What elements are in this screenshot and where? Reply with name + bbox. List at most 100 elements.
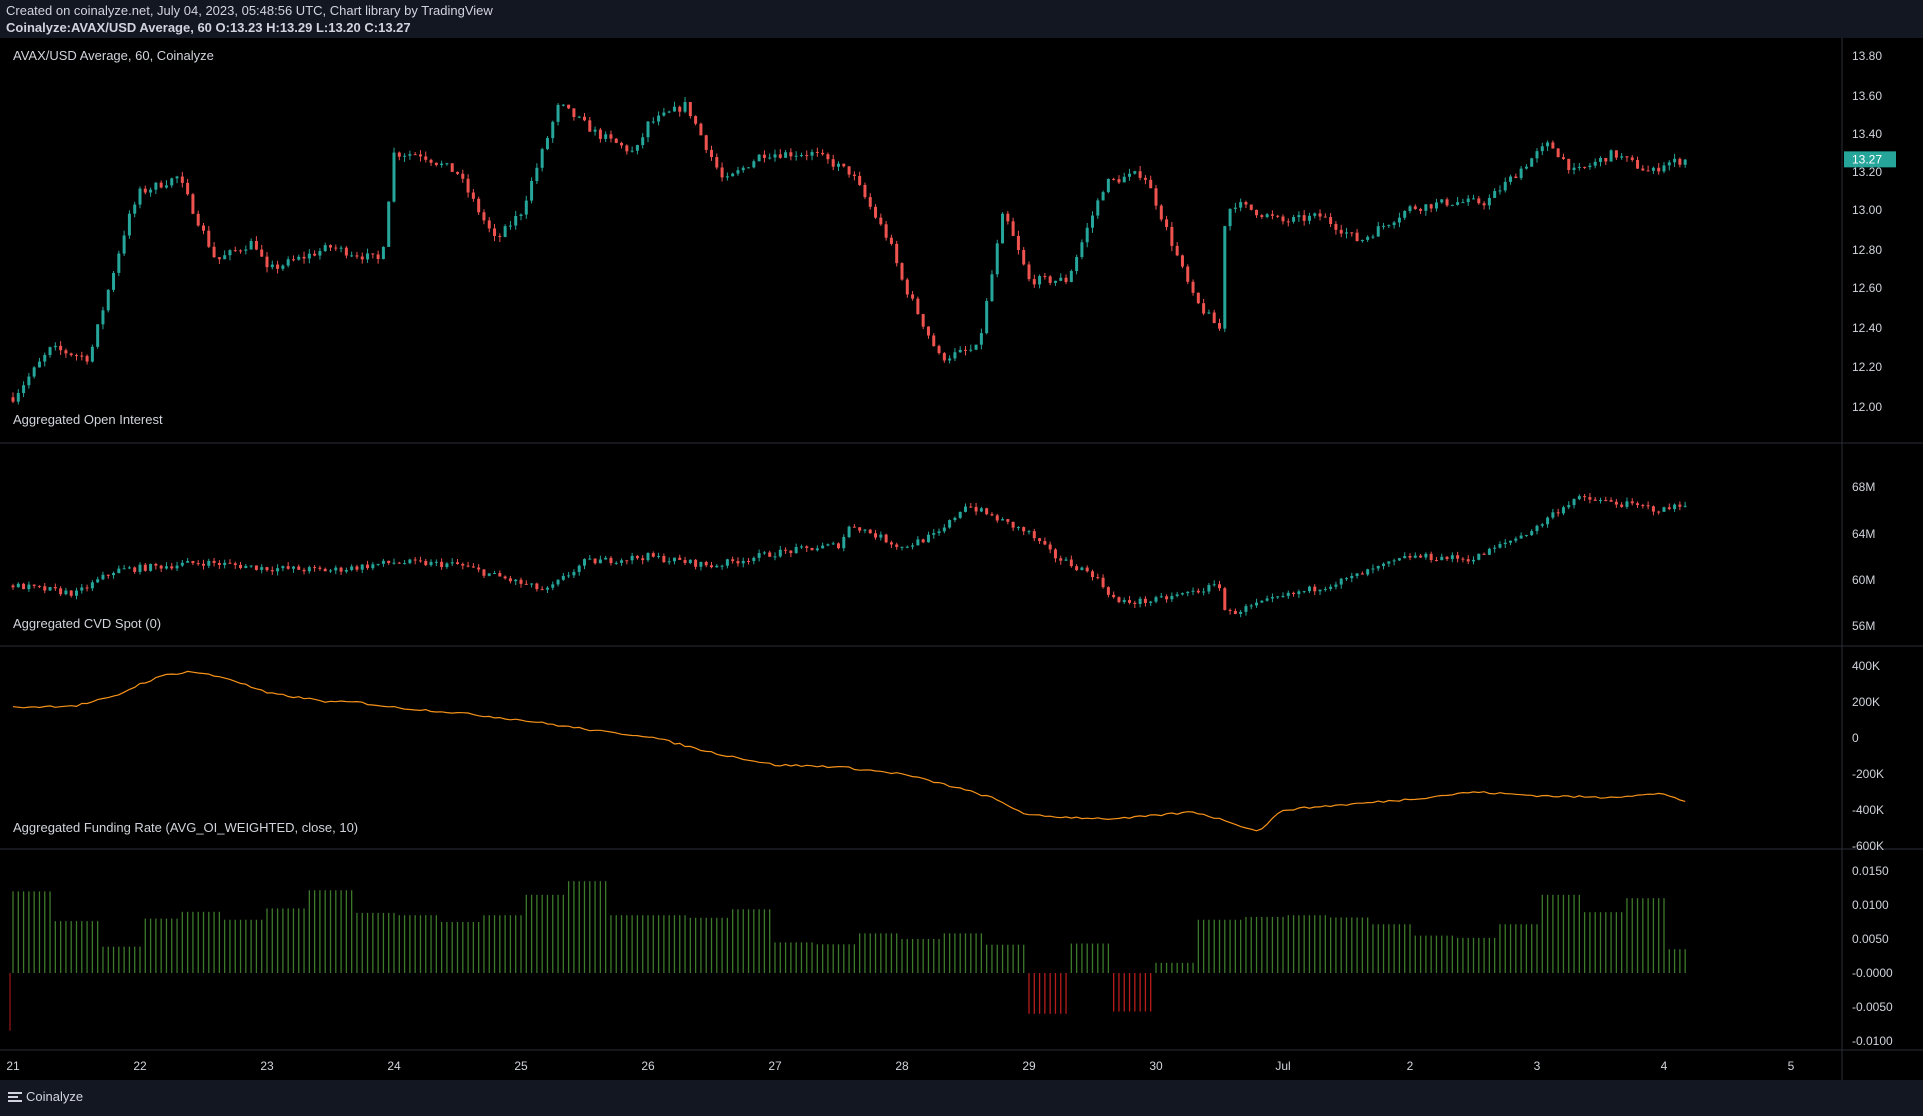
cvd-pane[interactable]: Aggregated CVD Spot (0): [12, 616, 1686, 832]
candle-body: [1053, 549, 1057, 559]
x-tick-label: 23: [260, 1059, 274, 1073]
candle-body: [588, 558, 592, 560]
candle-body: [1180, 593, 1184, 595]
candle-body: [360, 564, 364, 570]
candle-body: [747, 167, 751, 169]
y-tick-label: 13.20: [1852, 165, 1882, 179]
candle-body: [778, 549, 782, 557]
candle-body: [1667, 162, 1671, 166]
candle-body: [731, 559, 735, 562]
chart-canvas[interactable]: AVAX/USD Average, 60, Coinalyze Aggregat…: [0, 38, 1923, 1080]
open-interest-pane[interactable]: Aggregated Open Interest: [11, 412, 1687, 618]
candle-body: [1519, 535, 1523, 539]
candle-body: [1609, 150, 1613, 162]
candle-body: [1048, 276, 1052, 283]
candle-body: [387, 201, 391, 247]
candle-body: [1228, 609, 1232, 611]
price-pane[interactable]: AVAX/USD Average, 60, Coinalyze: [11, 48, 1687, 405]
time-scale[interactable]: 21 22 23 24 25 26 27 28 29 30 Jul 2 3 4 5: [6, 1059, 1794, 1073]
candle-body: [874, 206, 878, 218]
candle-body: [1535, 151, 1539, 159]
candle-body: [286, 566, 290, 569]
candle-body: [1514, 538, 1518, 541]
candle-body: [1080, 567, 1084, 571]
candle-body: [106, 289, 110, 311]
candle-body: [995, 515, 999, 521]
candle-body: [794, 155, 798, 157]
candle-body: [143, 188, 147, 193]
candle-body: [1270, 597, 1274, 599]
candle-body: [1292, 592, 1296, 595]
candle-body: [911, 294, 915, 299]
candle-body: [291, 566, 295, 569]
candle-body: [662, 112, 666, 116]
y-tick-label: 56M: [1852, 619, 1875, 633]
candle-body: [1588, 165, 1592, 168]
candle-body: [540, 149, 544, 168]
candle-body: [556, 104, 560, 122]
candle-body: [1429, 553, 1433, 561]
candle-body: [1233, 207, 1237, 209]
candle-body: [1117, 179, 1121, 183]
candle-body: [1567, 505, 1571, 508]
price-scale[interactable]: 13.80 13.60 13.40 13.20 13.00 12.80 12.60 12.40…: [1844, 49, 1896, 1048]
candle-body: [678, 557, 682, 560]
candle-body: [164, 566, 168, 569]
candle-body: [440, 163, 444, 166]
candle-body: [27, 584, 31, 590]
candle-body: [646, 553, 650, 561]
candle-body: [821, 545, 825, 549]
candle-body: [662, 555, 666, 563]
candle-body: [1196, 292, 1200, 304]
x-tick-label: 25: [514, 1059, 528, 1073]
candle-body: [1524, 166, 1528, 169]
candle-body: [1360, 239, 1364, 242]
candle-body: [276, 568, 280, 572]
candle-body: [1053, 280, 1057, 283]
candle-body: [408, 559, 412, 564]
candle-body: [80, 587, 84, 591]
candle-body: [985, 508, 989, 515]
candle-body: [270, 570, 274, 572]
candle-body: [1159, 596, 1163, 598]
candle-body: [1392, 222, 1396, 226]
candle-body: [710, 149, 713, 158]
last-price-label: 13.27: [1852, 152, 1882, 166]
candle-body: [1593, 499, 1597, 501]
candle-body: [985, 301, 989, 334]
candle-body: [170, 566, 174, 569]
candle-body: [1498, 544, 1502, 548]
y-tick-label: 12.80: [1852, 243, 1882, 257]
candle-body: [1651, 506, 1655, 512]
candle-body: [339, 567, 343, 572]
candle-body: [1540, 524, 1544, 526]
candle-body: [408, 154, 412, 156]
candle-body: [1429, 204, 1433, 209]
candle-body: [276, 264, 280, 269]
candle-body: [101, 310, 105, 325]
candle-body: [1043, 276, 1047, 278]
candle-body: [1434, 560, 1438, 562]
candle-body: [1239, 202, 1243, 208]
candle-body: [789, 152, 793, 157]
candle-body: [799, 546, 803, 548]
candle-body: [1180, 255, 1184, 267]
candle-body: [186, 182, 190, 195]
candle-body: [879, 534, 883, 538]
candle-body: [741, 560, 745, 564]
candle-body: [630, 150, 634, 152]
candle-body: [302, 569, 306, 572]
candle-body: [376, 563, 380, 565]
hamburger-menu-icon[interactable]: [8, 1091, 22, 1102]
candle-body: [1239, 611, 1243, 614]
candle-body: [217, 257, 221, 260]
funding-rate-pane[interactable]: Aggregated Funding Rate (AVG_OI_WEIGHTED…: [9, 820, 1686, 1031]
candle-body: [16, 583, 20, 588]
candle-body: [1323, 216, 1327, 218]
brand[interactable]: Coinalyze: [8, 1089, 83, 1104]
candle-body: [1482, 553, 1486, 555]
candle-body: [810, 547, 814, 551]
candle-body: [175, 176, 179, 179]
candle-body: [323, 245, 327, 252]
candle-body: [535, 583, 539, 590]
